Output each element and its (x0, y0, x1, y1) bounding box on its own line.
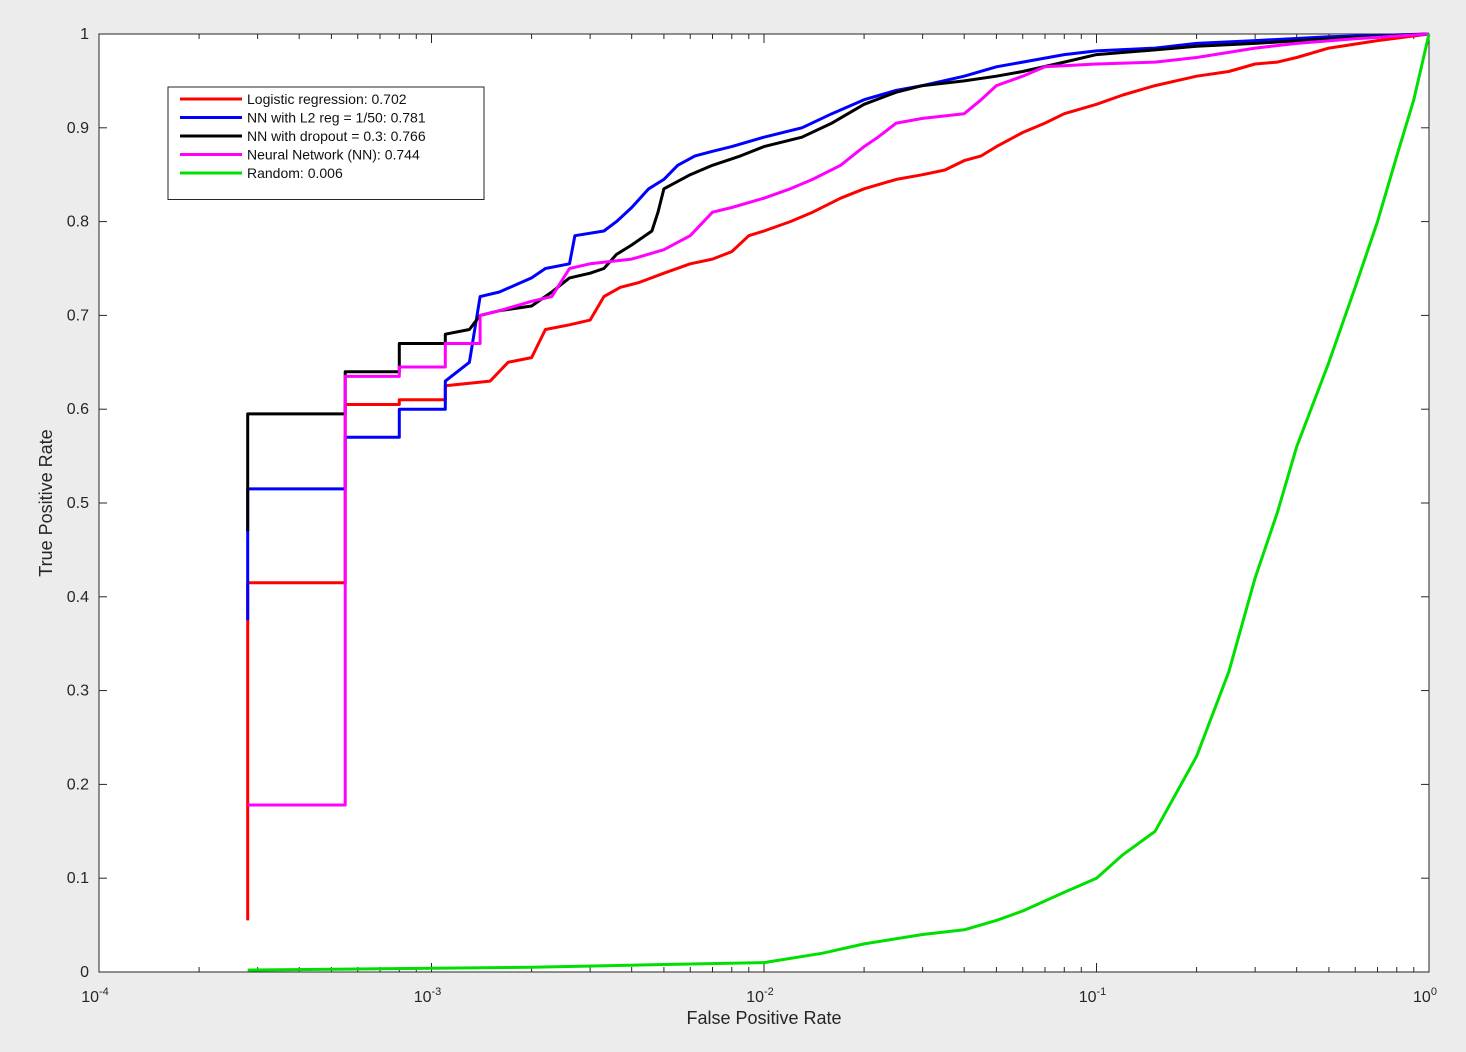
y-axis-label: True Positive Rate (36, 429, 56, 576)
legend-entry: NN with dropout = 0.3: 0.766 (247, 128, 426, 144)
legend-box (167, 86, 485, 200)
y-tick-label: 0.4 (67, 589, 89, 606)
legend-entry: Logistic regression: 0.702 (247, 91, 407, 107)
x-tick-label: 10-2 (746, 986, 774, 1006)
y-tick-label: 0 (80, 964, 89, 981)
y-tick-label: 0.8 (67, 214, 89, 231)
x-tick-label: 10-1 (1079, 986, 1107, 1006)
legend-entry: NN with L2 reg = 1/50: 0.781 (247, 110, 426, 126)
series-line (246, 32, 1430, 921)
legend-entry: Random: 0.006 (247, 165, 343, 181)
y-tick-label: 0.9 (67, 120, 89, 137)
y-tick-label: 0.7 (67, 307, 89, 324)
y-tick-label: 1 (80, 26, 89, 43)
legend: Logistic regression: 0.702 NN with L2 reg… (167, 86, 485, 200)
series-line (247, 32, 1430, 807)
x-axis-label: False Positive Rate (686, 1008, 841, 1028)
y-tick-label: 0.6 (67, 401, 89, 418)
y-tick-label: 0.1 (67, 870, 89, 887)
y-tick-label: 0.2 (67, 776, 89, 793)
x-tick-label: 100 (1413, 986, 1437, 1006)
series-line (247, 33, 1431, 972)
series-line (246, 32, 1430, 621)
y-tick-label: 0.5 (67, 495, 89, 512)
legend-entry: Neural Network (NN): 0.744 (247, 147, 420, 163)
axis-ticks: 0 0.1 0.2 0.3 0.4 0.5 0.6 0.7 0.8 0.9 1 10-4 10-3 10-… (67, 26, 1437, 1006)
x-tick-label: 10-3 (414, 986, 442, 1006)
y-tick-label: 0.3 (67, 683, 89, 700)
x-tick-label: 10-4 (81, 986, 109, 1006)
series-lines (246, 32, 1431, 972)
